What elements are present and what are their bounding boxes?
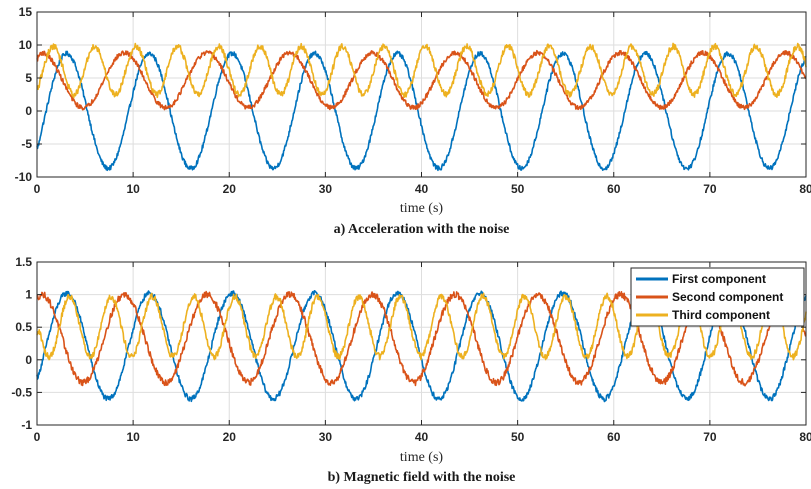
x-tick-label: 80 [799,430,811,444]
x-tick-label: 0 [34,182,41,196]
x-axis-label-magnetic-field: time (s) [400,450,443,465]
x-tick-label: 80 [799,182,811,196]
x-tick-label: 50 [511,430,525,444]
x-tick-label: 30 [319,430,333,444]
x-tick-label: 0 [34,430,41,444]
y-tick-label: 0.5 [15,320,32,334]
legend-label-second: Second component [672,290,783,304]
x-tick-label: 10 [126,182,140,196]
y-tick-label: -5 [21,137,32,151]
legend-label-third: Third component [672,308,770,322]
series-line-third [36,42,807,99]
x-tick-label: 20 [223,182,237,196]
y-tick-label: 0 [25,104,32,118]
x-tick-label: 50 [511,182,525,196]
chart-acceleration: 0 10 20 30 40 50 60 70 80 -10 -5 0 5 10 15 time (s) a)… [15,5,811,237]
legend-label-first: First component [672,272,766,286]
x-tick-label: 60 [607,182,621,196]
x-tick-label: 40 [415,430,429,444]
x-tick-label: 70 [703,430,717,444]
chart-magnetic-field: 0 10 20 30 40 50 60 70 80 -1 -0.5 0 0.5 1 1.5 First co… [11,255,811,485]
series-magnetic-field [36,290,807,403]
y-tick-label: 1.5 [15,255,32,269]
caption-acceleration: a) Acceleration with the noise [334,222,510,237]
x-tick-label: 10 [126,430,140,444]
series-line-third [36,292,807,361]
x-tick-label: 30 [319,182,333,196]
x-axis-label-acceleration: time (s) [400,201,443,216]
caption-magnetic-field: b) Magnetic field with the noise [328,470,516,485]
y-tick-label: 5 [25,71,32,85]
ticks-magnetic-field: 0 10 20 30 40 50 60 70 80 -1 -0.5 0 0.5 1 1.5 [11,255,811,444]
y-tick-label: 10 [19,38,33,52]
series-line-second [36,290,807,387]
x-tick-label: 60 [607,430,621,444]
y-tick-label: 15 [19,5,33,19]
y-tick-label: -1 [21,418,32,432]
legend: First component Second component Third c… [630,267,805,327]
y-tick-label: -0.5 [11,385,32,399]
y-tick-label: -10 [15,170,33,184]
series-line-second [36,49,807,111]
x-tick-label: 40 [415,182,429,196]
ticks-acceleration: 0 10 20 30 40 50 60 70 80 -10 -5 0 5 10 15 [15,5,811,196]
series-acceleration [36,42,807,172]
y-tick-label: 0 [25,353,32,367]
y-tick-label: 1 [25,288,32,302]
x-tick-label: 20 [223,430,237,444]
x-tick-label: 70 [703,182,717,196]
series-line-first [36,50,807,172]
